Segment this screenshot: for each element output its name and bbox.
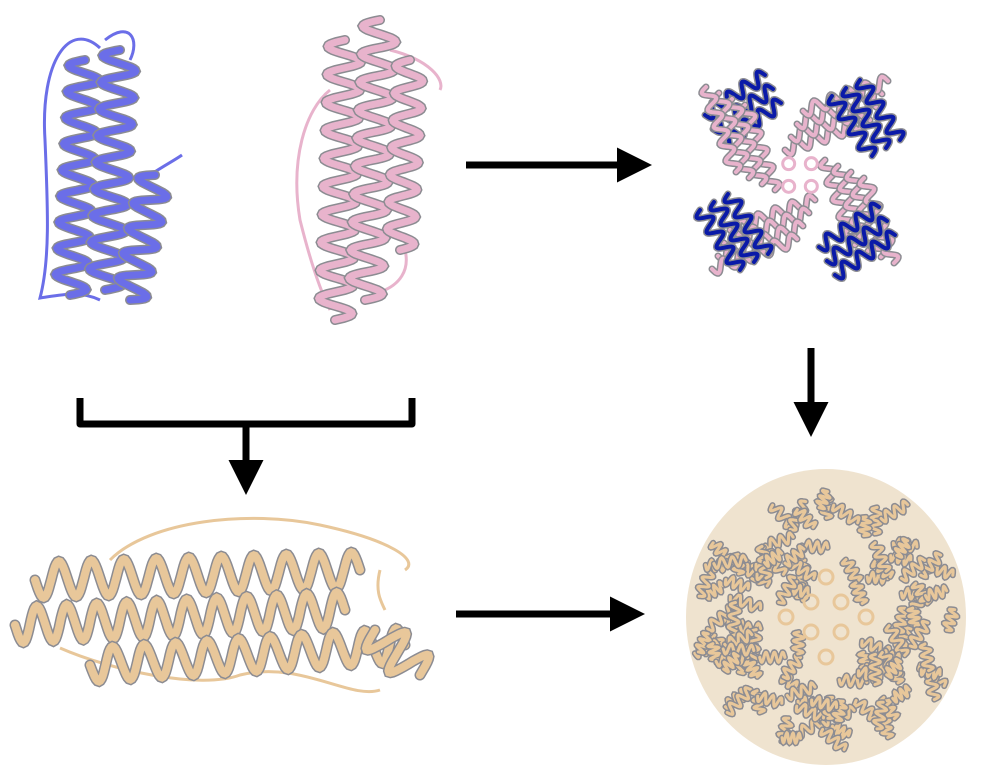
cage-pore-ring — [832, 623, 850, 641]
helix-ribbon — [758, 650, 787, 665]
helix-ribbon — [708, 541, 733, 563]
helix-ribbon — [361, 626, 434, 679]
helix-ribbon — [826, 94, 878, 158]
helix-ribbon — [793, 508, 818, 529]
helix-ribbon — [723, 575, 751, 593]
helix-ribbon — [810, 695, 838, 713]
helix-ribbon — [899, 556, 927, 583]
helix-ribbon — [781, 654, 802, 681]
helix-ribbon — [833, 229, 897, 281]
helix-ribbon — [906, 606, 922, 628]
pink-monomer-helix-bundle — [295, 15, 443, 325]
helix-ribbon — [872, 700, 889, 731]
helix-ribbon — [884, 624, 910, 657]
helix-ribbon — [383, 56, 427, 254]
fused-dimer-helix-bundle — [9, 516, 435, 693]
helix-ribbon — [699, 85, 743, 174]
helix-ribbon — [780, 730, 802, 745]
helix-ribbon — [840, 558, 863, 583]
helix-ribbon — [721, 642, 756, 657]
helix-ribbon — [694, 208, 746, 272]
helix-ribbon — [840, 86, 892, 150]
helix-ribbon — [830, 503, 861, 525]
helix-ribbon — [794, 702, 826, 722]
cage-pore-ring — [802, 593, 820, 611]
helix-ribbon — [829, 722, 852, 740]
helix-ribbon — [722, 192, 774, 256]
cage-pore-ring — [777, 608, 795, 626]
helix-ribbon — [85, 46, 140, 294]
central-loop — [803, 156, 819, 172]
cage-pore-ring — [857, 608, 875, 626]
helix-ribbon — [51, 56, 104, 299]
helix-ribbon — [868, 505, 884, 536]
helix-coils — [9, 546, 435, 688]
assembled-cage — [686, 469, 966, 765]
helix-ribbon — [918, 642, 935, 673]
helix-ribbon — [857, 515, 873, 538]
central-loop — [781, 178, 797, 194]
helix-ribbon — [783, 544, 806, 568]
helix-ribbon — [885, 657, 903, 679]
helix-ribbon — [695, 631, 712, 655]
helix-ribbon — [725, 686, 753, 716]
helix-ribbon — [726, 601, 742, 637]
cage-pore-ring — [832, 593, 850, 611]
helix-ribbon — [817, 201, 881, 253]
helix-ribbon — [708, 200, 760, 264]
helix-ribbon — [791, 630, 806, 656]
helix-ribbon — [852, 699, 882, 722]
helix-ribbon — [800, 539, 830, 554]
helix-ribbon — [763, 548, 784, 568]
helix-ribbon — [11, 588, 349, 647]
helix-coils — [313, 15, 429, 325]
helix-ribbon — [114, 171, 171, 304]
helix-ribbon — [776, 575, 797, 605]
cage-pore-ring — [817, 648, 835, 666]
helix-ribbon — [703, 580, 725, 601]
helix-ribbon — [869, 541, 892, 573]
helix-ribbon — [891, 684, 911, 704]
bracket-arrow-down-icon — [76, 398, 416, 495]
cage-pore-ring — [802, 623, 820, 641]
helix-ribbon — [712, 554, 748, 570]
helix-ribbon — [879, 499, 910, 524]
helix-ribbon — [815, 488, 832, 511]
helix-ribbon — [854, 78, 906, 142]
helix-ribbon — [942, 607, 959, 633]
mixed-cage-top-view — [692, 67, 908, 283]
blue-monomer-helix-bundle — [37, 30, 183, 305]
helix-ribbon — [742, 659, 763, 679]
helix-ribbon — [696, 565, 715, 598]
helix-coils — [49, 45, 173, 305]
central-loop — [781, 156, 797, 172]
helix-ribbon — [831, 699, 848, 722]
helix-ribbon — [868, 652, 882, 686]
helix-ribbon — [924, 584, 949, 602]
helix-ribbon — [819, 727, 848, 752]
helix-ribbon — [789, 561, 817, 581]
helix-ribbon — [31, 547, 364, 603]
helix-ribbon — [837, 673, 869, 689]
helix-ribbon — [785, 681, 817, 702]
helix-ribbon — [908, 619, 930, 649]
helix-ribbon — [86, 624, 409, 686]
helix-ribbon — [849, 581, 869, 605]
helix-ribbon — [706, 604, 735, 633]
cage-pore-ring — [817, 568, 835, 586]
helix-ribbon — [825, 215, 889, 267]
helix-ribbon — [728, 593, 763, 612]
helix-ribbon — [764, 531, 795, 551]
central-loop — [803, 178, 819, 194]
helix-ribbon — [894, 537, 911, 559]
helix-ribbon — [919, 551, 943, 579]
helix-ribbon — [756, 691, 784, 709]
helix-ribbon — [722, 651, 740, 674]
